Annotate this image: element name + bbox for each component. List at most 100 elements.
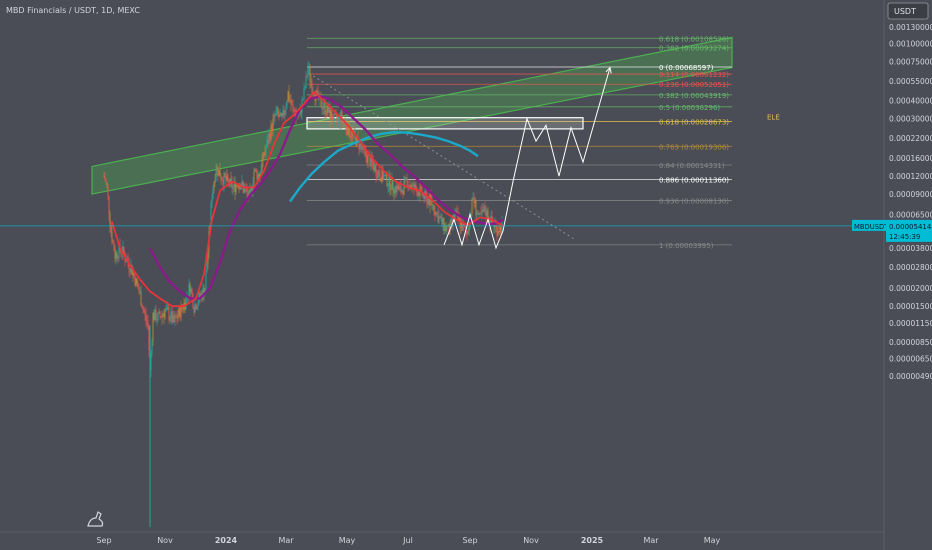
candle-body — [246, 189, 248, 193]
candle-body — [216, 166, 218, 171]
candle-body — [157, 312, 159, 320]
candle-body — [418, 192, 420, 196]
candle-body — [382, 168, 384, 180]
candle-body — [243, 185, 245, 193]
candle-body — [106, 182, 108, 186]
candle-body — [212, 189, 214, 199]
candle-body — [270, 124, 272, 140]
fib-level-label: 0.236 (0.00052051) — [659, 81, 729, 89]
candle-body — [445, 225, 447, 231]
candle-body — [240, 186, 242, 190]
candle-body — [328, 107, 330, 113]
moving-average-purple — [148, 94, 504, 300]
candle-body — [104, 176, 106, 181]
candle-body — [421, 186, 423, 196]
x-tick-label: Mar — [643, 536, 659, 545]
symbol-tag: MBDUSDT — [852, 219, 889, 231]
projection-path — [443, 67, 611, 250]
x-tick-label: Sep — [96, 536, 111, 545]
candle-body — [481, 209, 483, 214]
candle-body — [501, 222, 503, 233]
fib-level-label: 0.763 (0.00019306) — [659, 143, 729, 151]
candle-body — [449, 221, 451, 235]
candle-body — [361, 146, 363, 150]
candle-body — [284, 110, 286, 115]
candle-body — [332, 119, 334, 122]
candle-body — [138, 288, 140, 293]
candle-body — [414, 184, 416, 189]
candle-body — [336, 114, 338, 120]
candle-body — [471, 198, 473, 214]
candle-body — [307, 67, 309, 77]
x-tick-label: 2024 — [215, 536, 238, 545]
candle-body — [279, 115, 281, 117]
candle-body — [257, 174, 259, 180]
candle-body — [179, 307, 181, 318]
candle-body — [310, 80, 312, 83]
candle-body — [160, 316, 162, 318]
candle-body — [485, 211, 487, 217]
candle-body — [274, 114, 276, 116]
y-tick-label: 0.00100000 — [889, 39, 932, 48]
candle-body — [273, 114, 275, 120]
candle-body — [125, 260, 127, 263]
candle-body — [349, 135, 351, 137]
candle-body — [386, 172, 388, 187]
candle-body — [137, 283, 139, 289]
candle-body — [152, 313, 154, 341]
candle-body — [498, 231, 500, 233]
candle-body — [114, 251, 116, 259]
candle-body — [384, 174, 386, 176]
candle-body — [402, 190, 404, 195]
candle-body — [185, 297, 187, 310]
chart-title: MBD Financials / USDT, 1D, MEXC — [6, 6, 140, 15]
candle-body — [218, 170, 220, 176]
candle-body — [426, 194, 428, 205]
candle-body — [239, 183, 241, 190]
candle-body — [297, 115, 299, 117]
candle-body — [398, 186, 400, 190]
candle-body — [369, 155, 371, 167]
candle-body — [283, 110, 285, 115]
candle-body — [378, 170, 380, 176]
candle-body — [275, 110, 277, 116]
candle-body — [193, 308, 195, 313]
candle-body — [487, 210, 489, 221]
candle-body — [132, 272, 134, 275]
candle-body — [472, 197, 474, 199]
fib-level-label: 1 (0.00003995) — [659, 242, 714, 250]
candle-body — [116, 252, 118, 258]
current-price-tag: 0.00005414 12:45:39 — [886, 219, 932, 242]
candle-body — [459, 217, 461, 228]
currency-badge[interactable]: USDT — [887, 2, 929, 20]
currency-badge-box — [887, 2, 929, 20]
candle-body — [255, 168, 257, 171]
candle-body — [372, 161, 374, 165]
candle-body — [446, 227, 448, 231]
candle-body — [403, 181, 405, 195]
candle-body — [396, 185, 398, 193]
candle-body — [441, 216, 443, 225]
candle-body — [136, 278, 138, 284]
candle-body — [173, 314, 175, 323]
candle-body — [351, 131, 353, 138]
candle-body — [144, 312, 146, 314]
candle-body — [482, 209, 484, 212]
candle-body — [141, 305, 143, 309]
candle-body — [322, 107, 324, 109]
candle-body — [224, 172, 226, 177]
candle-body — [451, 219, 453, 223]
candle-body — [278, 113, 280, 117]
candle-body — [250, 187, 252, 192]
candle-body — [241, 181, 243, 187]
y-tick-label: 0.00002000 — [889, 284, 932, 293]
candle-body — [105, 180, 107, 183]
candle-body — [488, 220, 490, 222]
candle-body — [399, 185, 401, 187]
candle-body — [178, 307, 180, 316]
candle-body — [373, 164, 375, 172]
symbol-tag-box — [852, 219, 886, 231]
candle-body — [267, 139, 269, 144]
symbol-tag-label: MBDUSDT — [854, 223, 889, 231]
